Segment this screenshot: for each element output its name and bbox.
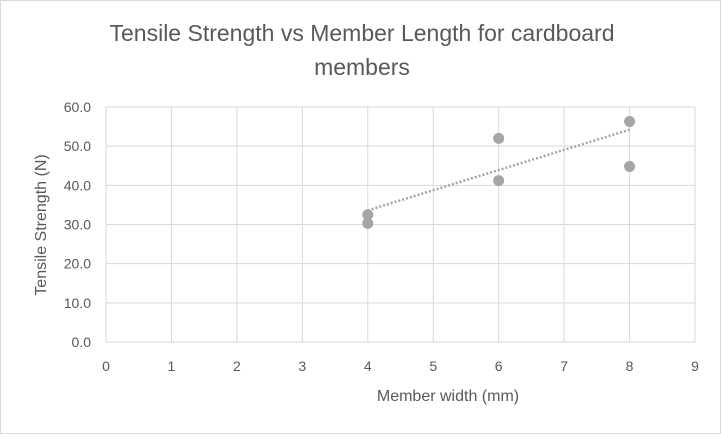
x-tick-label: 5 (429, 358, 437, 374)
x-tick-label: 2 (233, 358, 241, 374)
chart-title-line-1: Tensile Strength vs Member Length for ca… (110, 20, 615, 46)
x-tick-label: 7 (560, 358, 568, 374)
x-tick-label: 6 (495, 358, 503, 374)
data-point (362, 209, 374, 221)
y-tick-label: 50.0 (64, 138, 91, 154)
y-tick-label: 0.0 (72, 334, 92, 350)
y-tick-label: 40.0 (64, 177, 91, 193)
trendline (367, 128, 630, 212)
tick-labels: 0.0 10.0 20.0 30.0 40.0 50.0 60.0 0 1 2 3 4 5 6 7 8 9 (64, 99, 699, 374)
y-tick-label: 30.0 (64, 217, 91, 233)
x-tick-label: 8 (626, 358, 634, 374)
x-tick-label: 3 (298, 358, 306, 374)
data-point (624, 115, 636, 127)
data-point (493, 175, 505, 187)
x-tick-label: 9 (691, 358, 699, 374)
y-tick-label: 20.0 (64, 256, 91, 272)
chart-title-line-2: members (314, 54, 410, 80)
grid-lines (105, 106, 696, 343)
data-points (362, 115, 636, 229)
data-point (493, 132, 505, 144)
x-tick-label: 0 (102, 358, 110, 374)
data-point (624, 161, 636, 173)
x-tick-label: 1 (168, 358, 176, 374)
trendline-layer (367, 128, 630, 212)
data-point (362, 217, 374, 229)
x-axis-label: Member width (mm) (377, 388, 519, 405)
y-tick-label: 10.0 (64, 295, 91, 311)
x-tick-label: 4 (364, 358, 372, 374)
y-tick-label: 60.0 (64, 99, 91, 115)
y-axis-label: Tensile Strength (N) (33, 154, 50, 295)
